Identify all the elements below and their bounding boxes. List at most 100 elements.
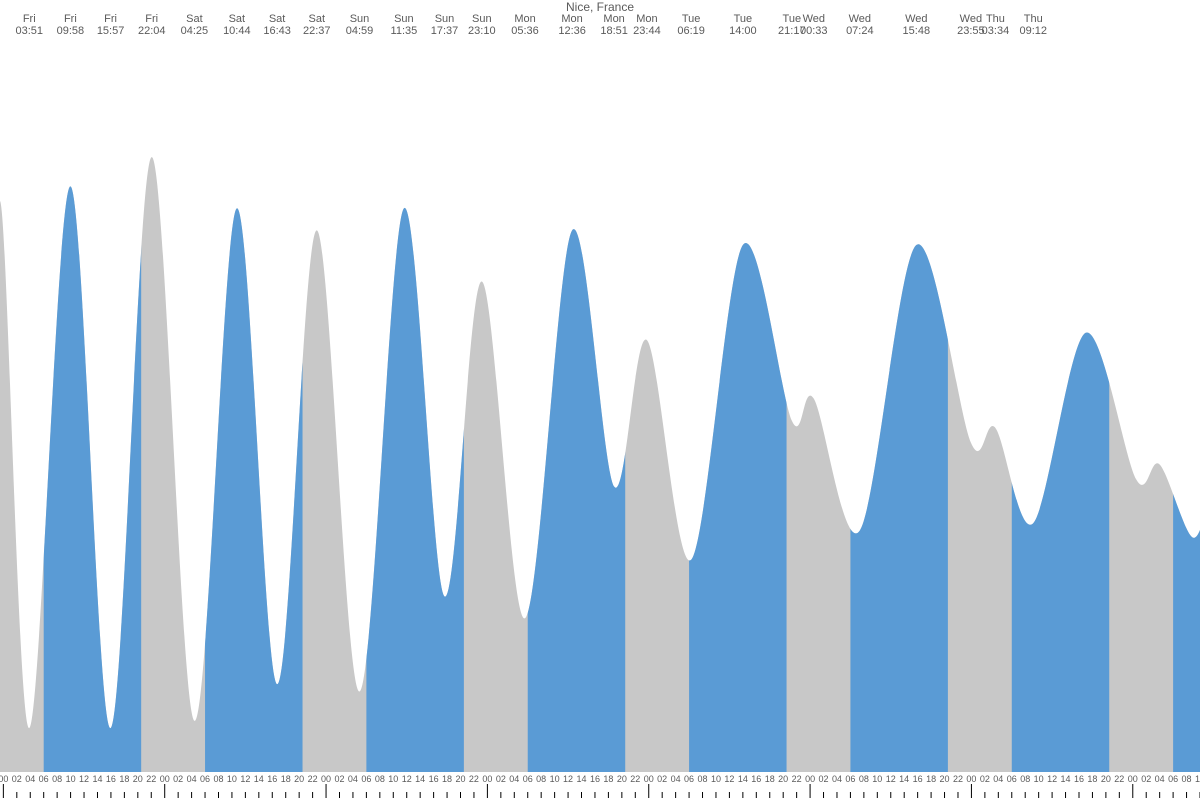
hour-tick-label: 16 [429,774,439,784]
hour-tick-label: 20 [778,774,788,784]
hour-tick-label: 18 [765,774,775,784]
hour-tick-label: 20 [1101,774,1111,784]
tide-label: Thu03:34 [982,13,1010,37]
hour-tick-label: 04 [25,774,35,784]
hour-tick-label: 16 [913,774,923,784]
hour-tick-label: 02 [657,774,667,784]
tide-label: Sat16:43 [263,13,291,37]
hour-tick-label: 06 [684,774,694,784]
hour-tick-label: 02 [12,774,22,784]
hour-tick-label: 00 [1128,774,1138,784]
hour-tick-label: 12 [724,774,734,784]
hour-tick-label: 08 [1182,774,1192,784]
tide-label: Sat22:37 [303,13,331,37]
tide-label: Tue06:19 [677,13,705,37]
hour-tick-label: 14 [899,774,909,784]
tide-label: Sun11:35 [391,13,418,37]
hour-tick-label: 16 [590,774,600,784]
hour-tick-label: 00 [160,774,170,784]
chart-title: Nice, France [0,0,1200,14]
hour-tick-label: 08 [213,774,223,784]
hour-tick-label: 00 [644,774,654,784]
hour-tick-label: 14 [576,774,586,784]
hour-tick-label: 08 [1020,774,1030,784]
hour-tick-label: 08 [375,774,385,784]
hour-tick-label: 14 [738,774,748,784]
hour-tick-label: 14 [92,774,102,784]
hour-tick-label: 04 [832,774,842,784]
hour-tick-label: 20 [133,774,143,784]
hour-tick-label: 08 [698,774,708,784]
hour-tick-label: 04 [348,774,358,784]
hour-tick-label: 16 [106,774,116,784]
hour-tick-label: 14 [1061,774,1071,784]
tide-label: Thu09:12 [1020,13,1048,37]
tide-label: Fri03:51 [15,13,43,37]
hour-tick-label: 00 [0,774,8,784]
tide-label: Wed23:55 [957,13,985,37]
hour-tick-label: 22 [953,774,963,784]
hour-tick-label: 06 [361,774,371,784]
hour-tick-label: 12 [240,774,250,784]
tide-label: Wed00:33 [800,13,828,37]
hour-tick-label: 10 [711,774,721,784]
hour-tick-label: 14 [254,774,264,784]
hour-tick-label: 02 [496,774,506,784]
tide-label: Sat04:25 [181,13,209,37]
hour-tick-label: 18 [281,774,291,784]
hour-tick-label: 00 [321,774,331,784]
hour-tick-label: 12 [886,774,896,784]
tide-label: Fri15:57 [97,13,125,37]
hour-tick-label: 08 [536,774,546,784]
hour-tick-label: 02 [980,774,990,784]
hour-tick-label: 22 [308,774,318,784]
tide-label: Wed15:48 [903,13,931,37]
tide-chart [0,0,1200,800]
hour-tick-label: 22 [792,774,802,784]
hour-tick-label: 20 [940,774,950,784]
hour-tick-label: 04 [509,774,519,784]
hour-tick-label: 04 [993,774,1003,784]
hour-tick-label: 06 [845,774,855,784]
hour-tick-label: 12 [402,774,412,784]
hour-tick-label: 06 [1007,774,1017,784]
tide-label: Mon05:36 [511,13,539,37]
hour-tick-label: 22 [146,774,156,784]
hour-tick-label: 02 [1141,774,1151,784]
hour-tick-label: 12 [1047,774,1057,784]
tide-label: Sun23:10 [468,13,496,37]
hour-tick-label: 12 [79,774,89,784]
hour-tick-label: 16 [267,774,277,784]
hour-tick-label: 20 [294,774,304,784]
hour-tick-label: 18 [603,774,613,784]
hour-tick-label: 04 [187,774,197,784]
hour-tick-label: 06 [523,774,533,784]
tide-label: Sun04:59 [346,13,374,37]
hour-tick-label: 14 [415,774,425,784]
hour-tick-label: 00 [482,774,492,784]
hour-tick-label: 02 [334,774,344,784]
hour-tick-label: 06 [1168,774,1178,784]
hour-tick-label: 16 [1074,774,1084,784]
hour-tick-label: 08 [859,774,869,784]
hour-tick-label: 22 [630,774,640,784]
tide-label: Mon18:51 [600,13,628,37]
hour-tick-label: 18 [926,774,936,784]
hour-tick-label: 02 [173,774,183,784]
hour-tick-label: 18 [1087,774,1097,784]
hour-tick-label: 10 [872,774,882,784]
tide-label: Sat10:44 [223,13,251,37]
hour-tick-label: 04 [1155,774,1165,784]
hour-tick-label: 20 [617,774,627,784]
tide-label: Tue14:00 [729,13,757,37]
tide-label: Mon12:36 [558,13,586,37]
hour-tick-label: 22 [469,774,479,784]
tide-label: Wed07:24 [846,13,874,37]
hour-tick-label: 08 [52,774,62,784]
hour-tick-label: 10 [66,774,76,784]
hour-tick-label: 10 [227,774,237,784]
tide-label: Fri09:58 [57,13,85,37]
hour-tick-label: 04 [671,774,681,784]
hour-tick-label: 18 [119,774,129,784]
hour-tick-label: 20 [455,774,465,784]
